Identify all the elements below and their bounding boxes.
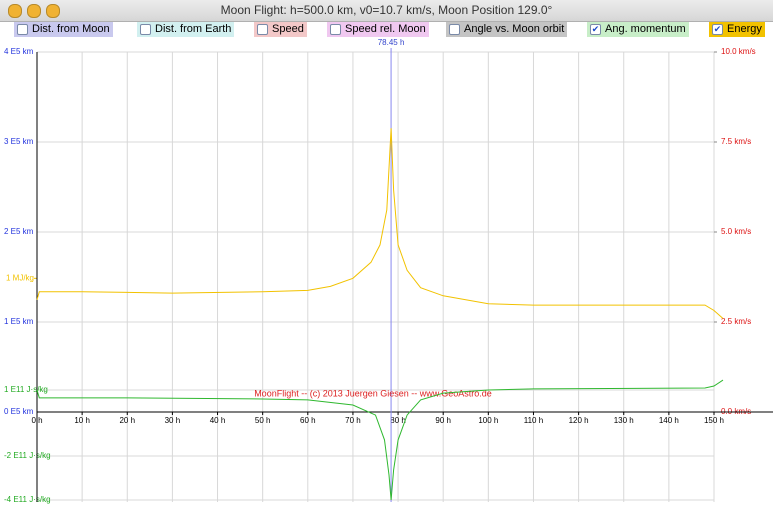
option-checkbox[interactable]: Dist. from Moon — [14, 22, 113, 37]
x-tick-label: 110 h — [524, 416, 543, 425]
option-checkbox[interactable]: Angle vs. Moon orbit — [446, 22, 568, 37]
checkbox[interactable] — [17, 24, 28, 35]
option-label: Speed rel. Moon — [345, 23, 426, 35]
checkbox[interactable] — [449, 24, 460, 35]
x-tick-label: 30 h — [165, 416, 181, 425]
y-tick-label: 1 E5 km — [4, 317, 34, 326]
minimize-button[interactable] — [27, 4, 41, 18]
option-label: Dist. from Moon — [32, 23, 110, 35]
option-label: Energy — [727, 23, 762, 35]
checkbox[interactable]: ✔ — [590, 24, 601, 35]
window-title: Moon Flight: h=500.0 km, v0=10.7 km/s, M… — [220, 3, 553, 17]
series-line — [36, 379, 724, 501]
time-marker-label: 78.45 h — [378, 38, 405, 47]
option-label: Speed — [272, 23, 304, 35]
checkbox[interactable] — [257, 24, 268, 35]
x-tick-label: 80 h — [390, 416, 406, 425]
title-bar: Moon Flight: h=500.0 km, v0=10.7 km/s, M… — [0, 0, 773, 22]
option-checkbox[interactable]: Speed rel. Moon — [327, 22, 429, 37]
x-tick-label: 10 h — [74, 416, 90, 425]
y2-tick-label: 10.0 km/s — [721, 47, 756, 56]
option-label: Dist. from Earth — [155, 23, 232, 35]
x-tick-label: 20 h — [119, 416, 135, 425]
option-label: Angle vs. Moon orbit — [464, 23, 565, 35]
x-tick-label: 150 h — [704, 416, 724, 425]
close-button[interactable] — [8, 4, 22, 18]
credit: MoonFlight -- (c) 2013 Juergen Giesen --… — [254, 388, 492, 398]
options-bar: Dist. from Moon Dist. from Earth Speed Spee… — [0, 22, 773, 37]
y-tick-label: 2 E5 km — [4, 227, 34, 236]
momentum-tick-label: -2 E11 J·s/kg — [4, 451, 51, 460]
zoom-button[interactable] — [46, 4, 60, 18]
energy-tick-label: 1 MJ/kg — [6, 273, 34, 282]
checkbox[interactable] — [330, 24, 341, 35]
option-checkbox[interactable]: ✔ Energy — [709, 22, 765, 37]
checkbox[interactable] — [140, 24, 151, 35]
x-tick-label: 100 h — [478, 416, 498, 425]
x-tick-label: 130 h — [614, 416, 634, 425]
x-tick-label: 140 h — [659, 416, 679, 425]
y2-tick-label: 5.0 km/s — [721, 227, 751, 236]
y2-tick-label: 7.5 km/s — [721, 137, 751, 146]
x-tick-label: 120 h — [569, 416, 589, 425]
x-tick-label: 90 h — [435, 416, 451, 425]
y-tick-label: 3 E5 km — [4, 137, 34, 146]
option-checkbox[interactable]: ✔ Ang. momentum — [587, 22, 689, 37]
momentum-tick-label: 1 E11 J·s/kg — [4, 385, 48, 394]
checkbox[interactable]: ✔ — [712, 24, 723, 35]
y2-tick-label: 2.5 km/s — [721, 317, 751, 326]
x-tick-label: 60 h — [300, 416, 316, 425]
option-label: Ang. momentum — [605, 23, 686, 35]
x-tick-label: 40 h — [210, 416, 226, 425]
x-tick-label: 70 h — [345, 416, 361, 425]
x-tick-label: 50 h — [255, 416, 271, 425]
momentum-tick-label: -4 E11 J·s/kg — [4, 495, 51, 504]
option-checkbox[interactable]: Speed — [254, 22, 307, 37]
series-line — [36, 128, 724, 319]
y-tick-label: 0 E5 km — [4, 407, 34, 416]
y-tick-label: 4 E5 km — [4, 47, 34, 56]
option-checkbox[interactable]: Dist. from Earth — [137, 22, 235, 37]
